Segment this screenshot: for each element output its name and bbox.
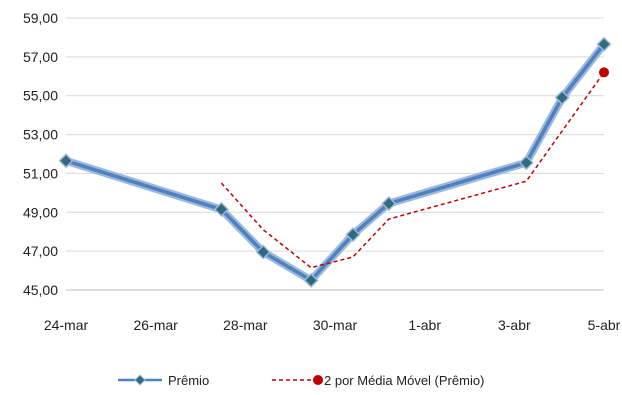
y-tick-label: 51,00 bbox=[23, 165, 58, 181]
data-point-premio bbox=[518, 155, 534, 171]
data-point-premio bbox=[58, 153, 74, 169]
y-axis-ticks: 59,00 57,00 55,00 53,00 51,00 49,00 47,00 45,00 bbox=[23, 10, 58, 298]
x-tick-label: 30-mar bbox=[313, 317, 358, 333]
data-point-premio bbox=[345, 227, 361, 243]
y-tick-label: 49,00 bbox=[23, 204, 58, 220]
y-tick-label: 53,00 bbox=[23, 127, 58, 143]
y-tick-label: 45,00 bbox=[23, 282, 58, 298]
data-point-premio bbox=[303, 272, 319, 288]
legend-marker-premio bbox=[134, 374, 146, 386]
y-tick-label: 55,00 bbox=[23, 88, 58, 104]
legend-marker-moving-average bbox=[313, 375, 323, 385]
x-axis-ticks: 24-mar 26-mar 28-mar 30-mar 1-abr 3-abr 5-abr bbox=[44, 317, 621, 333]
x-tick-label: 1-abr bbox=[408, 317, 441, 333]
y-tick-label: 47,00 bbox=[23, 243, 58, 259]
series-line-moving-average bbox=[220, 71, 605, 269]
x-tick-label: 3-abr bbox=[498, 317, 531, 333]
legend: Prêmio 2 por Média Móvel (Prêmio) bbox=[118, 373, 484, 388]
data-point-premio bbox=[255, 244, 271, 260]
x-tick-label: 26-mar bbox=[133, 317, 178, 333]
legend-label-premio: Prêmio bbox=[168, 373, 209, 388]
x-tick-label: 24-mar bbox=[44, 317, 89, 333]
x-tick-label: 28-mar bbox=[223, 317, 268, 333]
data-point-premio bbox=[213, 201, 229, 217]
legend-label-moving-average: 2 por Média Móvel (Prêmio) bbox=[324, 373, 484, 388]
data-point-premio bbox=[381, 195, 397, 212]
x-tick-label: 5-abr bbox=[588, 317, 621, 333]
data-point-premio bbox=[596, 36, 612, 52]
y-tick-label: 57,00 bbox=[23, 49, 58, 65]
y-tick-label: 59,00 bbox=[23, 10, 58, 26]
data-point-premio bbox=[554, 90, 570, 106]
gridlines bbox=[66, 17, 604, 291]
moving-average-end-point bbox=[599, 67, 609, 78]
series bbox=[58, 36, 612, 288]
